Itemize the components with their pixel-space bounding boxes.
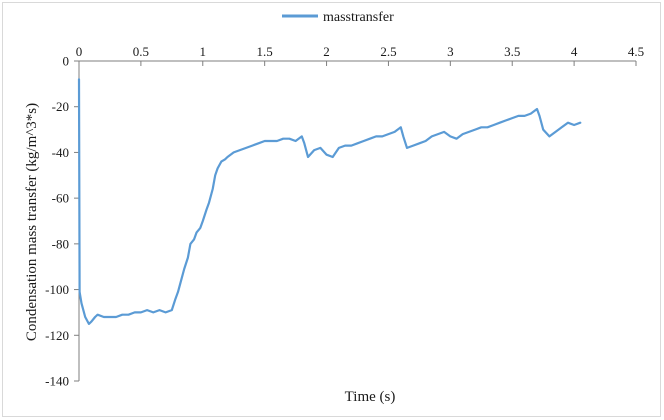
- x-tick-label: 0: [76, 44, 83, 59]
- x-tick-label: 4.5: [628, 44, 644, 59]
- series-line-masstransfer: [77, 78, 582, 325]
- y-tick-label: -40: [52, 145, 69, 160]
- x-tick-label: 1.5: [257, 44, 273, 59]
- y-tick-label: 0: [63, 54, 70, 69]
- series-layer: [77, 78, 582, 325]
- x-tick-label: 3.5: [504, 44, 520, 59]
- x-tick-label: 4: [571, 44, 578, 59]
- y-tick-label: -100: [45, 282, 69, 297]
- x-tick-label: 1: [200, 44, 207, 59]
- x-tick-label: 2.5: [380, 44, 396, 59]
- x-tick-label: 3: [447, 44, 454, 59]
- y-tick-label: -140: [45, 374, 69, 389]
- x-axis-title: Time (s): [345, 389, 396, 405]
- y-tick-label: -80: [52, 236, 69, 251]
- y-axis-title: Condensation mass transfer (kg/m^3*s): [24, 103, 40, 341]
- x-tick-label: 2: [323, 44, 330, 59]
- x-axis: 0 0.5 1 1.5 2 2.5 3 3.5 4 4.5: [76, 44, 644, 66]
- y-tick-label: -20: [52, 99, 69, 114]
- y-axis: 0 -20 -40 -60 -80 -100 -120 -140: [45, 54, 80, 389]
- legend: masstransfer: [282, 10, 394, 25]
- legend-label-masstransfer: masstransfer: [323, 10, 394, 25]
- x-tick-label: 0.5: [133, 44, 149, 59]
- y-tick-label: -60: [52, 191, 69, 206]
- y-tick-label: -120: [45, 328, 69, 343]
